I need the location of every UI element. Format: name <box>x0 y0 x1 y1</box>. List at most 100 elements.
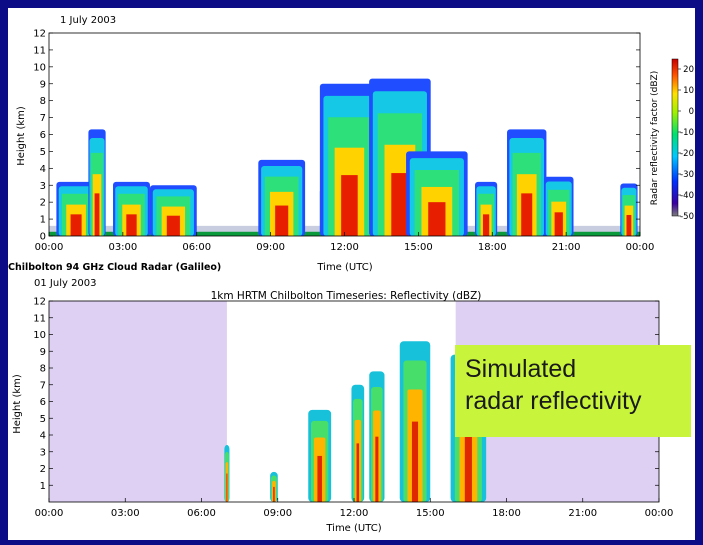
top-x-tick-label: 18:00 <box>478 242 507 253</box>
cloud-echo-rain <box>94 193 100 236</box>
bottom-x-tick-label: 18:00 <box>492 508 521 519</box>
cloud-echo <box>56 181 96 236</box>
bottom-y-tick-label: 7 <box>40 380 46 391</box>
bottom-x-tick-label: 12:00 <box>340 508 369 519</box>
top-y-tick-label: 11 <box>33 45 46 56</box>
cloud-echo-rain <box>554 212 563 236</box>
top-x-tick-label: 15:00 <box>404 242 433 253</box>
top-y-tick-label: 1 <box>40 215 46 226</box>
simulated-echo-core <box>226 473 228 502</box>
bottom-y-tick-label: 12 <box>33 297 46 308</box>
cloud-echo <box>406 151 468 236</box>
top-y-tick-label: 2 <box>40 198 46 209</box>
bottom-y-tick-label: 11 <box>33 313 46 324</box>
cloud-echo-rain <box>126 214 137 236</box>
cloud-echo-rain <box>428 202 446 236</box>
simulated-echo-core <box>273 486 275 502</box>
cloud-echo-rain <box>341 175 358 236</box>
colorbar-label: Radar reflectivity factor (dBZ) <box>650 71 660 205</box>
observed-radar-chart: 1 July 2003 00:00 03:00 06:00 09:00 12:00 15:… <box>8 15 694 273</box>
bottom-x-tick-label: 21:00 <box>568 508 597 519</box>
colorbar-tick-label: -10 <box>680 128 694 138</box>
bottom-x-tick-label: 03:00 <box>111 508 140 519</box>
bottom-x-tick-label: 00:00 <box>35 508 64 519</box>
simulated-cloud-echo <box>399 341 431 502</box>
colorbar <box>671 58 679 217</box>
cloud-echo-rain <box>70 214 82 236</box>
simulated-echo-core <box>375 436 379 502</box>
cloud-echo <box>507 129 547 236</box>
cloud-echo-rain <box>626 215 632 236</box>
bottom-y-tick-label: 6 <box>40 397 46 408</box>
top-y-axis-label: Height (km) <box>16 106 27 166</box>
simulated-cloud-echo <box>270 471 278 502</box>
bottom-x-tick-label: 15:00 <box>416 508 445 519</box>
cloud-echo <box>475 181 498 236</box>
colorbar-tick-label: -30 <box>680 170 694 180</box>
bottom-y-tick-label: 1 <box>40 481 46 492</box>
simulated-cloud-echo <box>351 384 365 502</box>
bottom-y-tick-label: 2 <box>40 464 46 475</box>
top-y-tick-label: 9 <box>40 79 46 90</box>
top-x-tick-label: 09:00 <box>256 242 285 253</box>
cloud-echo-rain <box>391 173 409 236</box>
bottom-chart-title: 1km HRTM Chilbolton Timeseries: Reflecti… <box>211 290 482 302</box>
cloud-echo-rain <box>166 215 180 236</box>
colorbar-tick-label: 10 <box>683 86 694 96</box>
bottom-x-axis: 00:00 03:00 06:00 09:00 12:00 15:00 18:00 21:00… <box>35 498 674 519</box>
simulated-echo-core <box>411 421 419 502</box>
top-x-tick-label: 03:00 <box>108 242 137 253</box>
instrument-label: Chilbolton 94 GHz Cloud Radar (Galileo) <box>8 262 221 273</box>
colorbar-tick-label: 20 <box>683 65 694 75</box>
callout-line-1: Simulated <box>465 355 577 383</box>
bottom-x-axis-label: Time (UTC) <box>325 523 381 534</box>
colorbar-tick-label: 0 <box>689 107 694 117</box>
top-y-tick-label: 7 <box>40 113 46 124</box>
top-y-tick-label: 0 <box>40 232 46 243</box>
bottom-y-tick-label: 8 <box>40 364 46 375</box>
callout-line-2: radar reflectivity <box>465 387 642 415</box>
top-y-tick-label: 3 <box>40 181 46 192</box>
simulated-cloud-echo <box>308 409 332 502</box>
top-x-tick-label: 21:00 <box>552 242 581 253</box>
bottom-x-tick-label: 06:00 <box>187 508 216 519</box>
night-shading <box>49 301 227 502</box>
colorbar-tick-label: -40 <box>680 191 694 201</box>
simulated-echo-core <box>356 443 360 502</box>
bottom-y-tick-label: 3 <box>40 447 46 458</box>
top-x-axis: 00:00 03:00 06:00 09:00 12:00 15:00 18:00 21:00… <box>35 232 655 253</box>
bottom-y-tick-label: 4 <box>40 431 46 442</box>
colorbar-tick-label: -20 <box>680 149 694 159</box>
top-x-tick-label: 06:00 <box>182 242 211 253</box>
cloud-echo <box>319 83 379 237</box>
top-x-tick-label: 12:00 <box>330 242 359 253</box>
top-x-tick-label: 00:00 <box>626 242 655 253</box>
bottom-y-axis-label: Height (km) <box>12 374 23 434</box>
simulated-callout: Simulated radar reflectivity <box>455 345 691 437</box>
top-y-tick-label: 4 <box>40 164 46 175</box>
cloud-echo <box>258 159 306 236</box>
simulated-echo-core <box>464 428 472 502</box>
cloud-echo-rain <box>482 214 490 236</box>
bottom-x-tick-label: 00:00 <box>645 508 674 519</box>
top-y-tick-label: 10 <box>33 62 46 73</box>
bottom-y-tick-label: 9 <box>40 347 46 358</box>
top-date-label: 1 July 2003 <box>60 15 116 26</box>
colorbar-ticks: 20 10 0 -10 -20 -30 -40 -50 <box>678 65 694 222</box>
cloud-echo-rain <box>521 193 533 236</box>
cloud-echo <box>88 129 106 236</box>
top-x-axis-label: Time (UTC) <box>316 262 372 273</box>
bottom-y-tick-label: 10 <box>33 330 46 341</box>
bottom-date-label: 01 July 2003 <box>34 278 97 289</box>
simulated-cloud-echo <box>224 445 230 502</box>
simulated-echo-core <box>317 455 322 502</box>
bottom-x-tick-label: 09:00 <box>263 508 292 519</box>
cloud-echo <box>620 183 638 236</box>
observed-radar-panel: 1 July 2003 00:00 03:00 06:00 09:00 12:00 15:… <box>8 8 695 274</box>
cloud-echo <box>149 185 197 236</box>
bottom-y-tick-label: 5 <box>40 414 46 425</box>
top-y-tick-label: 12 <box>33 29 46 40</box>
